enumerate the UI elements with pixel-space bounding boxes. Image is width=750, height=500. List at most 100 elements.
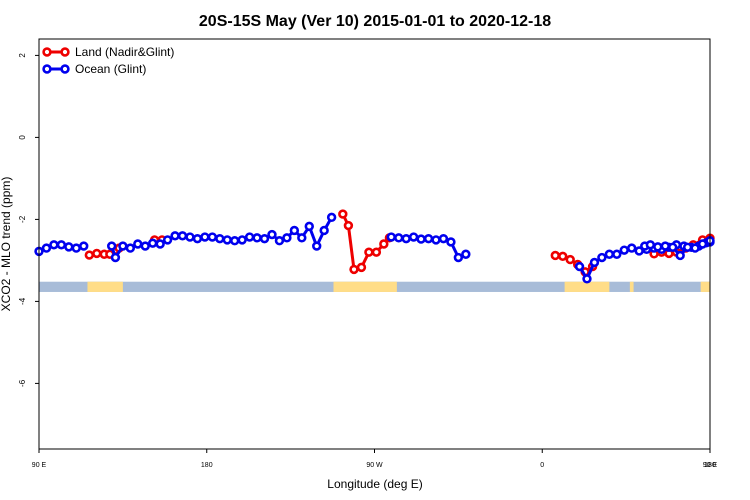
ocean-point-1-1 (110, 252, 121, 263)
ocean-point-4-5 (675, 250, 685, 261)
land-point-2-6 (379, 239, 389, 249)
legend-ocean-marker-right (60, 64, 70, 74)
y-axis-label: XCO2 - MLO trend (ppm) (0, 177, 13, 312)
ocean-point-2-0 (386, 232, 396, 242)
ocean-point-3-1 (582, 274, 592, 284)
series-ocean (34, 212, 715, 284)
ocean-point-1-25 (289, 225, 300, 236)
ocean-point-2-5 (423, 233, 434, 244)
ocean-point-1-21 (259, 233, 270, 244)
ocean-point-1-9 (170, 231, 180, 241)
ocean-point-1-6 (147, 238, 158, 248)
ocean-point-2-8 (446, 237, 456, 247)
ocean-point-3-5 (612, 249, 622, 259)
y-tick-label-1: 0 (18, 135, 27, 140)
ocean-point-2-3 (408, 232, 419, 242)
legend-ocean-marker-left (42, 64, 52, 74)
ocean-point-1-13 (200, 232, 210, 242)
ocean-point-4-3 (660, 241, 670, 251)
ocean-point-1-20 (252, 233, 262, 243)
ocean-point-2-7 (438, 233, 449, 244)
series-land (84, 209, 715, 277)
legend-ocean-label: Ocean (Glint) (75, 62, 146, 76)
legend: Land (Nadir&Glint) Ocean (Glint) (42, 45, 174, 76)
ocean-point-2-1 (394, 233, 404, 243)
ocean-point-4-6 (682, 242, 693, 252)
chart-title: 20S-15S May (Ver 10) 2015-01-01 to 2020-… (199, 13, 551, 30)
land-band-0 (87, 281, 123, 292)
ocean-point-1-17 (230, 236, 240, 246)
land-band-3 (629, 281, 634, 292)
ocean-point-4-1 (645, 240, 656, 250)
x-tick-label-0: 90 E (32, 462, 47, 469)
x-tick-label-1: 180 (201, 462, 213, 469)
ocean-point-3-0 (574, 261, 585, 272)
ocean-point-1-7 (155, 239, 165, 249)
ocean-point-3-4 (604, 249, 615, 259)
x-tick-label-3: 0 (540, 462, 544, 469)
ocean-point-0-3 (56, 240, 67, 250)
land-point-2-4 (364, 247, 374, 257)
ocean-point-1-18 (237, 235, 247, 245)
ocean-point-1-12 (192, 233, 203, 244)
legend-land-marker-right (60, 47, 70, 57)
ocean-point-1-10 (177, 231, 188, 241)
ocean-point-1-14 (207, 232, 218, 242)
ocean-point-1-22 (267, 229, 277, 240)
ocean-point-2-4 (416, 234, 426, 244)
x-tick-label-2: 90 W (366, 462, 383, 469)
ocean-point-1-19 (244, 232, 255, 242)
y-tick-label-3: -4 (18, 297, 27, 305)
land-point-3-0 (550, 250, 560, 261)
ocean-point-0-4 (64, 242, 74, 252)
ocean-point-4-2 (653, 242, 663, 252)
ocean-point-1-23 (274, 236, 285, 246)
ocean-point-2-10 (461, 249, 471, 259)
ocean-point-3-2 (589, 257, 600, 268)
ocean-point-2-2 (401, 233, 411, 244)
land-point-3-2 (565, 254, 575, 265)
ocean-point-4-8 (697, 239, 708, 249)
ocean-point-2-6 (431, 235, 441, 245)
ocean-point-1-3 (125, 243, 136, 253)
land-point-0-0 (84, 250, 95, 260)
ocean-point-3-6 (619, 245, 629, 255)
ocean-point-1-30 (326, 212, 337, 223)
land-point-2-0 (338, 209, 348, 219)
ocean-point-1-0 (106, 241, 117, 251)
ocean-point-1-4 (133, 239, 143, 249)
ocean-point-4-7 (690, 243, 700, 253)
ocean-point-1-24 (282, 233, 292, 243)
surface-type-band (39, 281, 710, 292)
ocean-point-4-4 (668, 242, 678, 252)
y-tick-label-4: -6 (18, 379, 27, 387)
land-point-2-1 (343, 220, 354, 231)
ocean-point-2-9 (453, 252, 464, 263)
ocean-point-0-2 (49, 240, 59, 250)
ocean-point-0-1 (41, 243, 52, 253)
land-point-2-5 (371, 247, 382, 257)
ocean-point-1-5 (140, 241, 150, 251)
ocean-point-1-28 (312, 241, 322, 251)
land-band-1 (333, 281, 397, 292)
y-axis: 2 0 -2 -4 -6 (18, 53, 39, 387)
land-point-2-2 (349, 264, 359, 275)
legend-land-marker-left (42, 47, 52, 57)
ocean-point-1-26 (297, 233, 307, 243)
y-tick-label-0: 2 (18, 53, 27, 58)
ocean-point-0-5 (71, 243, 81, 253)
x-tick-label-5: 180 (704, 462, 716, 469)
land-point-2-3 (356, 262, 367, 273)
land-point-0-1 (92, 248, 102, 259)
land-point-3-1 (558, 251, 568, 261)
x-axis-label: Longitude (deg E) (327, 477, 422, 491)
ocean-point-1-27 (304, 221, 314, 232)
land-band-4 (700, 281, 710, 292)
legend-land-label: Land (Nadir&Glint) (75, 45, 174, 59)
ocean-point-3-3 (597, 252, 607, 263)
ocean-point-3-7 (627, 243, 637, 253)
ocean-point-1-16 (222, 235, 232, 245)
series-layer (34, 209, 715, 284)
x-tick-label-4: 90 E (703, 462, 718, 469)
ocean-point-1-2 (118, 241, 128, 251)
